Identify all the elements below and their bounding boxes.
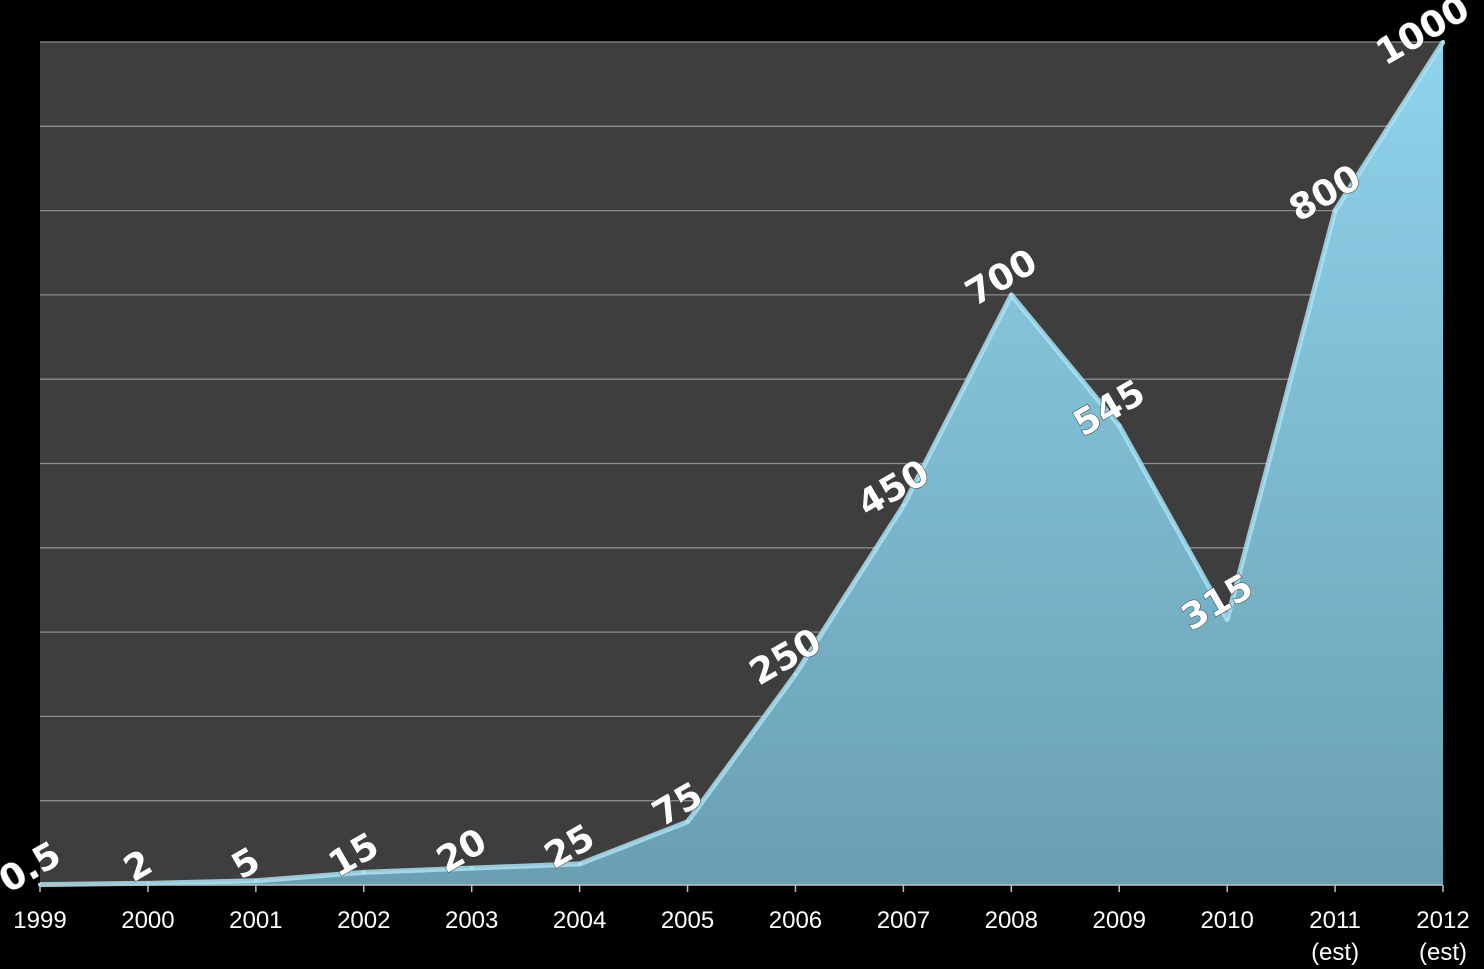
series-area-fill	[40, 42, 1443, 885]
data-point	[1009, 292, 1014, 297]
data-point	[901, 503, 906, 508]
data-point	[577, 861, 582, 866]
x-axis: 1999 2000 2001 2002 2003 2004 2005 2006 2007 2008…	[13, 884, 1470, 966]
x-tick-label: 2010	[1200, 907, 1253, 934]
x-tick-label: 2006	[769, 907, 822, 934]
x-tick-label: 2005	[661, 907, 714, 934]
data-point	[1117, 423, 1122, 428]
x-tick-label: 2011 (est)	[1309, 907, 1361, 966]
x-tick-label: 1999	[13, 907, 66, 934]
data-series	[38, 40, 1446, 888]
x-tick-label: 2004	[553, 907, 606, 934]
x-tick-label: 2008	[985, 907, 1038, 934]
data-point	[253, 878, 258, 883]
data-point	[1225, 617, 1230, 622]
data-point	[361, 870, 366, 875]
x-tick-label: 2012 (est)	[1416, 907, 1469, 966]
x-tick-label: 2001	[229, 907, 282, 934]
x-tick-label: 2003	[445, 907, 498, 934]
data-point	[793, 672, 798, 677]
series-line	[39, 40, 1446, 888]
x-tick-label: 2000	[121, 907, 174, 934]
data-point	[1333, 208, 1338, 213]
data-point	[685, 819, 690, 824]
x-tick-label: 2007	[877, 907, 930, 934]
data-point	[469, 866, 474, 871]
x-tick-label: 2009	[1093, 907, 1146, 934]
data-point	[1441, 40, 1445, 44]
x-tick-label: 2002	[337, 907, 390, 934]
